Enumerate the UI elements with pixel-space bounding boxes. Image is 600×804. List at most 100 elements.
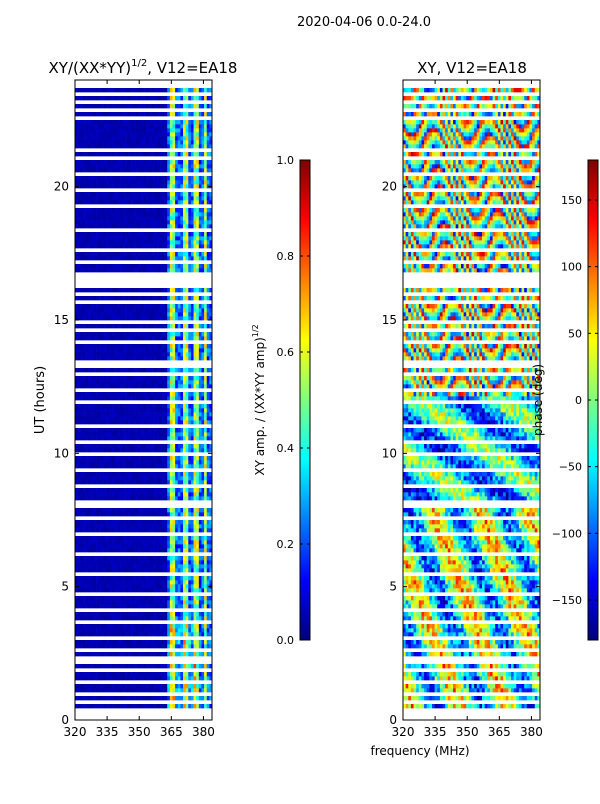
heatmap-cell <box>151 220 155 225</box>
heatmap-cell <box>138 536 142 541</box>
heatmap-cell <box>154 456 158 461</box>
heatmap-cell <box>140 244 144 249</box>
heatmap-cell <box>154 480 158 485</box>
heatmap-cell <box>119 168 123 173</box>
heatmap-cell <box>206 540 210 545</box>
heatmap-cell <box>93 380 97 385</box>
heatmap-cell <box>140 508 144 513</box>
heatmap-cell <box>80 392 84 397</box>
heatmap-cell <box>119 444 123 449</box>
heatmap-cell <box>122 432 126 437</box>
heatmap-cell <box>106 564 110 569</box>
heatmap-cell <box>148 352 152 357</box>
heatmap-cell <box>146 356 150 361</box>
heatmap-cell <box>106 308 110 313</box>
heatmap-cell <box>114 408 118 413</box>
heatmap-cell <box>101 584 105 589</box>
heatmap-cell <box>167 324 171 329</box>
heatmap-cell <box>138 520 142 525</box>
heatmap-cell <box>130 244 134 249</box>
heatmap-cell <box>156 432 160 437</box>
heatmap-cell <box>93 384 97 389</box>
heatmap-cell <box>190 464 194 469</box>
heatmap-cell <box>101 384 105 389</box>
heatmap-cell <box>177 704 181 709</box>
heatmap-cell <box>190 704 194 709</box>
heatmap-cell <box>159 604 163 609</box>
heatmap-cell <box>159 356 163 361</box>
heatmap-cell <box>111 376 115 381</box>
heatmap-cell <box>127 404 131 409</box>
heatmap-cell <box>140 208 144 213</box>
heatmap-cell <box>119 256 123 261</box>
heatmap-cell <box>169 380 173 385</box>
heatmap-cell <box>132 224 136 229</box>
heatmap-cell <box>96 460 100 465</box>
heatmap-cell <box>132 380 136 385</box>
heatmap-cell <box>185 304 189 309</box>
heatmap-cell <box>127 344 131 349</box>
heatmap-cell <box>101 192 105 197</box>
heatmap-cell <box>93 176 97 181</box>
heatmap-cell <box>93 456 97 461</box>
heatmap-cell <box>77 368 81 373</box>
heatmap-cell <box>90 216 94 221</box>
heatmap-cell <box>204 584 208 589</box>
heatmap-cell <box>82 200 86 205</box>
heatmap-cell <box>143 176 147 181</box>
heatmap-cell <box>111 212 115 217</box>
heatmap-cell <box>82 616 86 621</box>
heatmap-cell <box>143 624 147 629</box>
heatmap-cell <box>164 488 168 493</box>
heatmap-cell <box>180 196 184 201</box>
heatmap-cell <box>103 380 107 385</box>
heatmap-cell <box>156 476 160 481</box>
heatmap-cell <box>98 412 102 417</box>
heatmap-cell <box>119 596 123 601</box>
heatmap-cell <box>183 392 186 397</box>
heatmap-cell <box>90 684 94 689</box>
heatmap-cell <box>206 460 210 465</box>
heatmap-cell <box>204 688 208 693</box>
heatmap-cell <box>169 596 173 601</box>
heatmap-cell <box>98 460 102 465</box>
heatmap-cell <box>135 192 139 197</box>
heatmap-cell <box>140 380 144 385</box>
heatmap-cell <box>96 612 100 617</box>
heatmap-cell <box>93 428 97 433</box>
heatmap-cell <box>75 352 78 357</box>
heatmap-cell <box>109 684 113 689</box>
heatmap-cell <box>196 520 200 525</box>
heatmap-cell <box>196 164 200 169</box>
heatmap-cell <box>180 412 184 417</box>
heatmap-cell <box>204 560 208 565</box>
heatmap-cell <box>132 428 136 433</box>
heatmap-cell <box>196 356 200 361</box>
heatmap-cell <box>103 308 107 313</box>
heatmap-cell <box>201 560 205 565</box>
heatmap-cell <box>88 436 92 441</box>
heatmap-cell <box>127 164 131 169</box>
heatmap-cell <box>146 412 150 417</box>
heatmap-cell <box>75 232 78 237</box>
heatmap-cell <box>198 356 202 361</box>
heatmap-cell <box>143 556 147 561</box>
heatmap-cell <box>135 520 139 525</box>
heatmap-cell <box>154 672 158 677</box>
heatmap-cell <box>111 576 115 581</box>
heatmap-cell <box>130 420 134 425</box>
heatmap-cell <box>77 544 81 549</box>
heatmap-cell <box>138 624 142 629</box>
heatmap-cell <box>82 316 86 321</box>
heatmap-cell <box>193 548 197 553</box>
heatmap-cell <box>154 464 158 469</box>
heatmap-cell <box>75 224 78 229</box>
heatmap-cell <box>132 368 136 373</box>
heatmap-cell <box>125 216 129 221</box>
heatmap-cell <box>140 196 144 201</box>
heatmap-cell <box>96 464 100 469</box>
heatmap-cell <box>164 396 168 401</box>
heatmap-cell <box>209 548 213 553</box>
heatmap-cell <box>190 540 194 545</box>
heatmap-cell <box>159 644 163 649</box>
